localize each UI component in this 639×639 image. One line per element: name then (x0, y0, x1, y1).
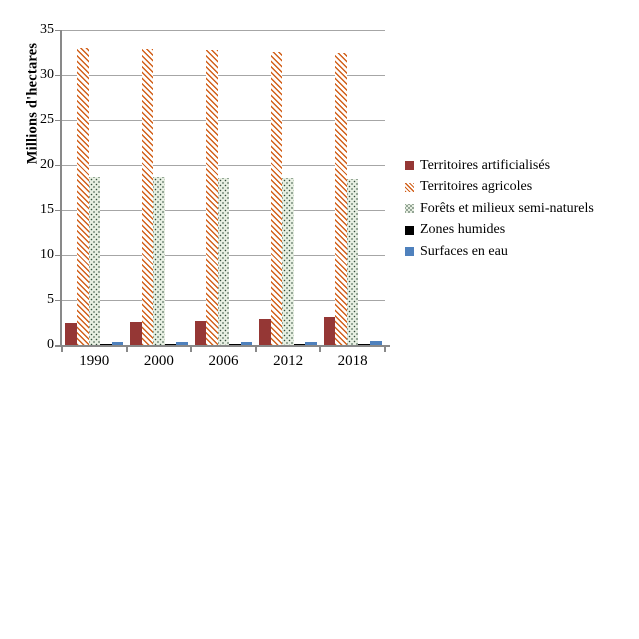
y-axis-title: Millions d'hectares (24, 42, 41, 165)
y-tick-label: 0 (47, 337, 54, 352)
y-tick-label: 15 (40, 202, 54, 217)
y-tick-mark (55, 165, 61, 166)
x-tick-mark (125, 347, 128, 352)
legend-label: Territoires agricoles (420, 179, 533, 194)
y-tick-label: 30 (40, 67, 54, 82)
x-tick-mark (254, 347, 257, 352)
bar (111, 342, 124, 345)
gridline (62, 75, 385, 76)
y-tick-mark (55, 75, 61, 76)
y-tick-mark (55, 30, 61, 31)
x-tick-label: 2018 (337, 353, 368, 369)
y-tick-label: 25 (40, 112, 54, 127)
legend-item: Territoires agricoles (405, 179, 594, 195)
bar-groups (62, 30, 385, 345)
legend-swatch (405, 247, 414, 256)
bar (335, 53, 347, 345)
bar (293, 344, 306, 345)
bar (282, 177, 294, 345)
legend-label: Territoires artificialisés (420, 157, 551, 173)
y-axis-line (60, 30, 62, 347)
y-tick-mark (55, 300, 61, 301)
y-tick-mark (55, 255, 61, 256)
legend-swatch (405, 225, 414, 235)
bar (217, 177, 230, 345)
bar (323, 317, 336, 345)
bar (270, 51, 283, 345)
legend-swatch (405, 182, 414, 192)
x-tick-label: 1990 (79, 353, 110, 369)
bar (141, 48, 154, 345)
bar (153, 176, 165, 345)
y-tick-mark (55, 210, 61, 211)
x-axis-labels: 1990 2000 2006 2012 2018 (62, 353, 385, 370)
x-tick-label: 2006 (208, 353, 239, 369)
x-tick-mark (190, 347, 193, 352)
bar (194, 320, 207, 345)
y-tick-label: 35 (40, 22, 54, 37)
legend-swatch (405, 161, 414, 170)
x-axis-line (55, 345, 390, 347)
bar (100, 344, 112, 345)
bar (65, 323, 77, 345)
y-tick-label: 10 (40, 247, 54, 262)
legend-item: Forêts et milieux semi-naturels (405, 201, 594, 216)
gridline (62, 165, 385, 166)
bar-group (191, 30, 256, 345)
x-tick-mark (319, 347, 322, 352)
bar-group (256, 30, 321, 345)
bar (129, 321, 142, 345)
bar (346, 178, 359, 345)
legend-label: Forêts et milieux semi-naturels (420, 200, 594, 216)
bar (176, 342, 188, 345)
legend-swatch (405, 204, 414, 213)
x-tick-mark (61, 347, 63, 352)
x-tick-label: 2000 (143, 353, 174, 369)
legend-item: Territoires artificialisés (405, 158, 594, 173)
bar-group (320, 30, 385, 345)
y-tick-label: 5 (47, 292, 54, 307)
bar (240, 342, 253, 345)
bar (164, 344, 177, 345)
bar (229, 344, 241, 345)
bar-group (62, 30, 127, 345)
bar (76, 48, 89, 345)
gridline (62, 120, 385, 121)
x-tick-mark (384, 347, 386, 352)
legend-label: Zones humides (420, 222, 506, 237)
x-tick-label: 2012 (273, 353, 304, 369)
bar (88, 176, 101, 345)
legend-item: Surfaces en eau (405, 244, 594, 259)
y-tick-label: 20 (40, 157, 54, 172)
plot-area (62, 30, 385, 345)
bar (370, 341, 382, 345)
legend: Territoires artificialisés Territoires ag… (405, 158, 594, 266)
bar (259, 318, 271, 345)
bar (206, 49, 218, 345)
legend-label: Surfaces en eau (420, 243, 508, 259)
land-use-bar-chart: Millions d'hectares 0 5 10 15 20 25 30 35 1990 2… (24, 22, 594, 370)
gridline (62, 30, 385, 31)
y-tick-mark (55, 120, 61, 121)
legend-item: Zones humides (405, 222, 594, 238)
bar (305, 342, 318, 345)
bar-group (127, 30, 192, 345)
bar (358, 344, 371, 345)
y-tick-mark (55, 345, 61, 346)
